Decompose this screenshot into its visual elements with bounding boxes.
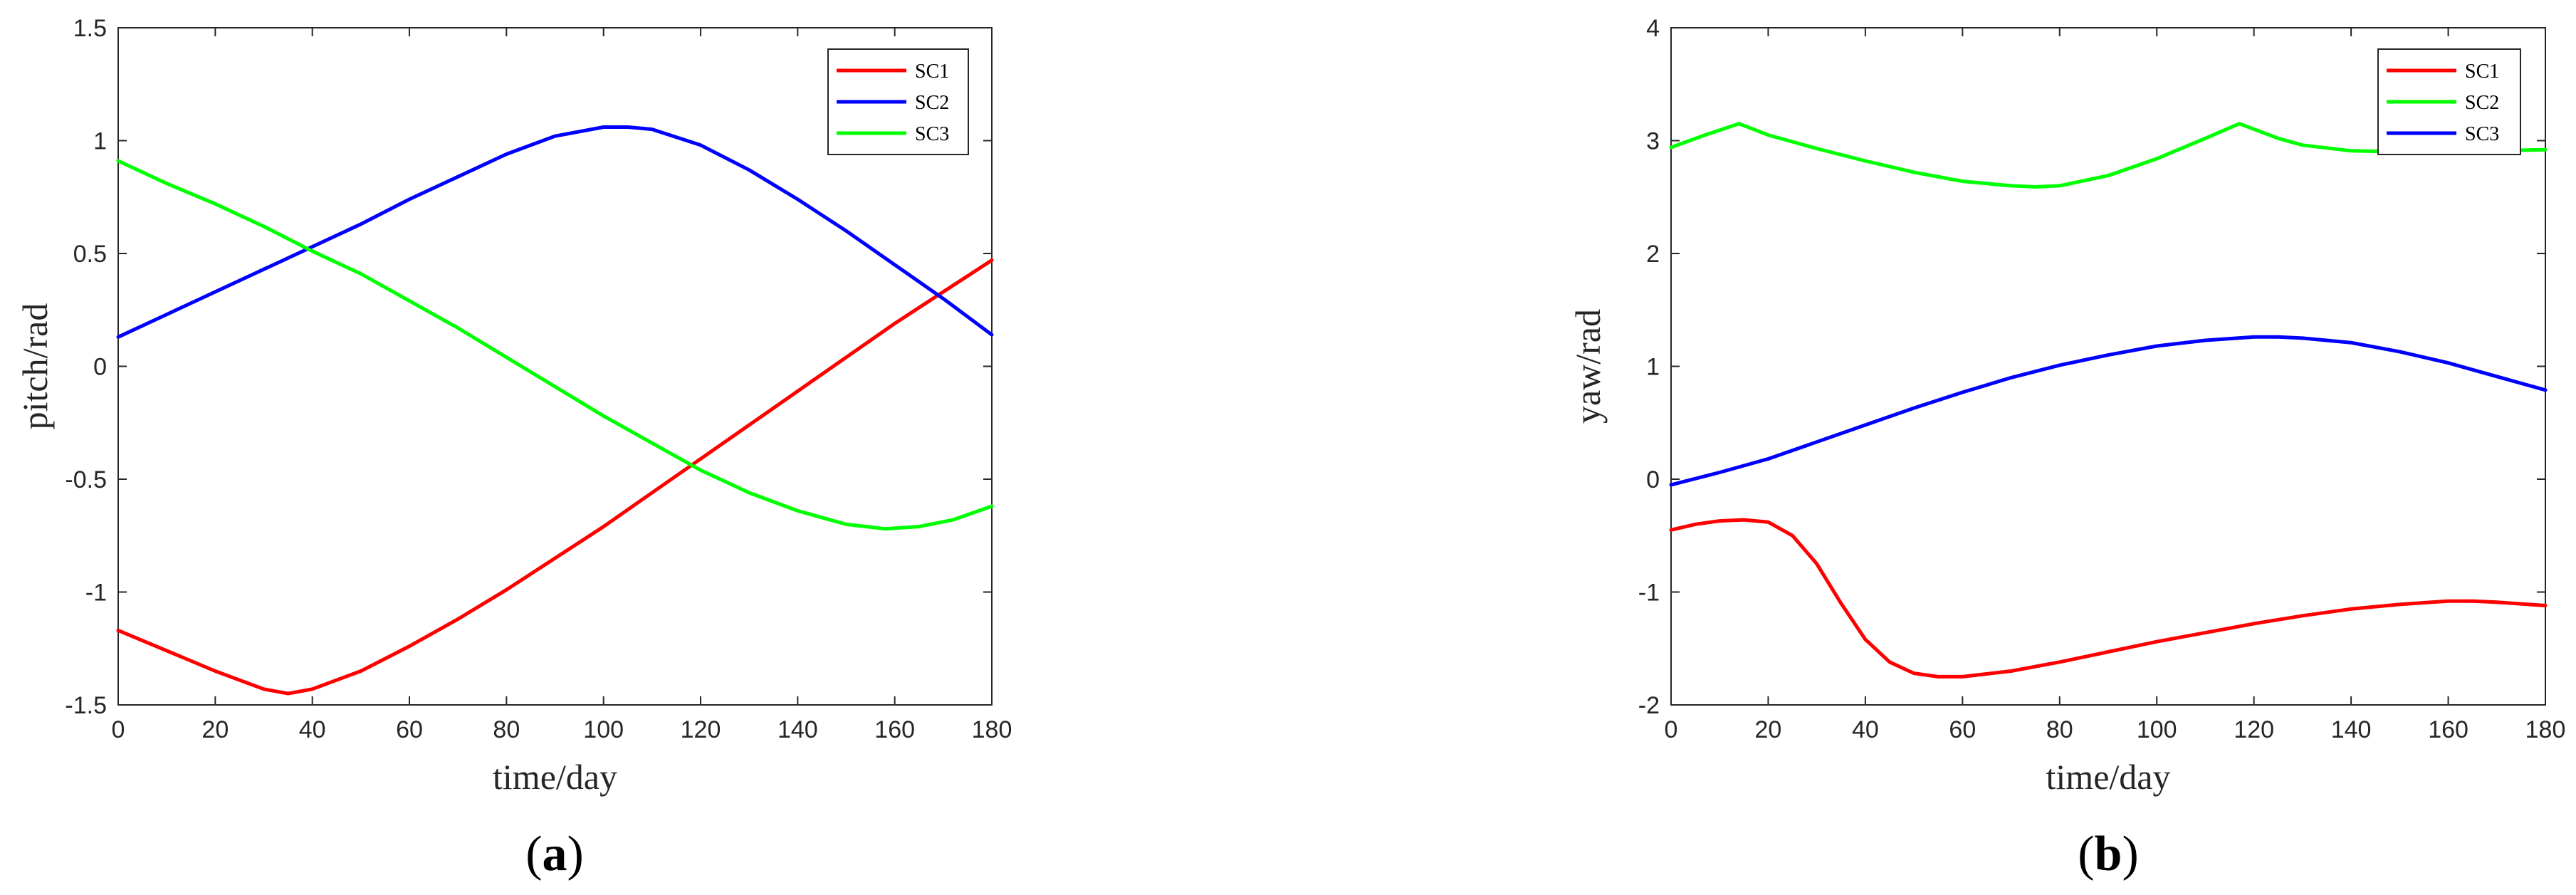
x-tick-label: 180 [972, 716, 1012, 743]
y-tick-label: 1.5 [73, 15, 107, 42]
y-tick-label: 3 [1646, 128, 1660, 155]
x-tick-label: 80 [493, 716, 520, 743]
y-tick-label: 2 [1646, 241, 1660, 268]
x-tick-label: 120 [681, 716, 721, 743]
y-axis-label: yaw/rad [1568, 309, 1608, 424]
x-tick-label: 160 [874, 716, 915, 743]
series-line-sc2 [1669, 122, 2548, 189]
y-tick-label: 0 [93, 354, 107, 381]
y-tick-label: -2 [1638, 692, 1660, 719]
y-tick-label: 1 [1646, 354, 1660, 381]
caption-open-paren: ( [2078, 827, 2094, 881]
series-line-sc3 [116, 159, 994, 531]
x-axis-label: time/day [2046, 757, 2171, 797]
x-tick-label: 40 [1852, 716, 1879, 743]
legend: SC1 SC2 SC3 [827, 48, 969, 155]
x-tick-label: 60 [396, 716, 423, 743]
y-tick-label: 0.5 [73, 241, 107, 268]
legend-label: SC1 [915, 61, 949, 83]
x-tick-label: 140 [2331, 716, 2372, 743]
series-line-sc1 [116, 258, 994, 696]
panel-caption: (b) [2078, 827, 2139, 881]
panel-a: 0 20 40 60 80 100 120 140 160 180 -1.5 -1 -0.5 0 0.5 1 1… [15, 15, 1012, 881]
x-tick-label: 160 [2428, 716, 2468, 743]
legend-label: SC1 [2465, 61, 2499, 83]
x-tick-label: 120 [2234, 716, 2274, 743]
x-tick-label: 80 [2046, 716, 2073, 743]
x-tick-label: 0 [112, 716, 125, 743]
y-tick-label: 4 [1646, 15, 1660, 42]
legend-label: SC2 [2465, 92, 2499, 114]
panel-b: 0 20 40 60 80 100 120 140 160 180 -2 -1 0 1 2 3 4 time/da… [1568, 15, 2565, 881]
x-tick-label: 60 [1949, 716, 1976, 743]
x-tick-label: 40 [299, 716, 326, 743]
y-tick-label: 1 [93, 128, 107, 155]
legend-label: SC3 [2465, 123, 2499, 145]
series-line-sc3 [1669, 335, 2548, 487]
legend: SC1 SC2 SC3 [2377, 48, 2521, 155]
panel-caption: (a) [525, 827, 584, 881]
series-line-sc2 [116, 125, 994, 339]
x-tick-label: 140 [777, 716, 818, 743]
x-axis-label: time/day [493, 757, 617, 797]
y-tick-label: -1 [85, 580, 107, 607]
x-tick-label: 180 [2525, 716, 2566, 743]
x-tick-label: 100 [2137, 716, 2177, 743]
legend-label: SC3 [915, 123, 949, 145]
caption-open-paren: ( [525, 827, 542, 881]
x-tick-label: 20 [201, 716, 229, 743]
panel-caption-letter: b [2095, 827, 2122, 881]
y-tick-label: -0.5 [65, 466, 107, 493]
panel-caption-letter: a [543, 827, 567, 881]
y-tick-label: 0 [1646, 466, 1660, 493]
y-axis-label: pitch/rad [15, 303, 55, 430]
series-line-sc1 [1669, 518, 2548, 679]
y-tick-label: -1.5 [65, 692, 107, 719]
legend-label: SC2 [915, 92, 949, 114]
x-tick-label: 0 [1665, 716, 1678, 743]
caption-close-paren: ) [567, 827, 584, 881]
x-tick-label: 100 [583, 716, 624, 743]
y-tick-label: -1 [1638, 580, 1660, 607]
caption-close-paren: ) [2122, 827, 2138, 881]
x-tick-label: 20 [1755, 716, 1782, 743]
